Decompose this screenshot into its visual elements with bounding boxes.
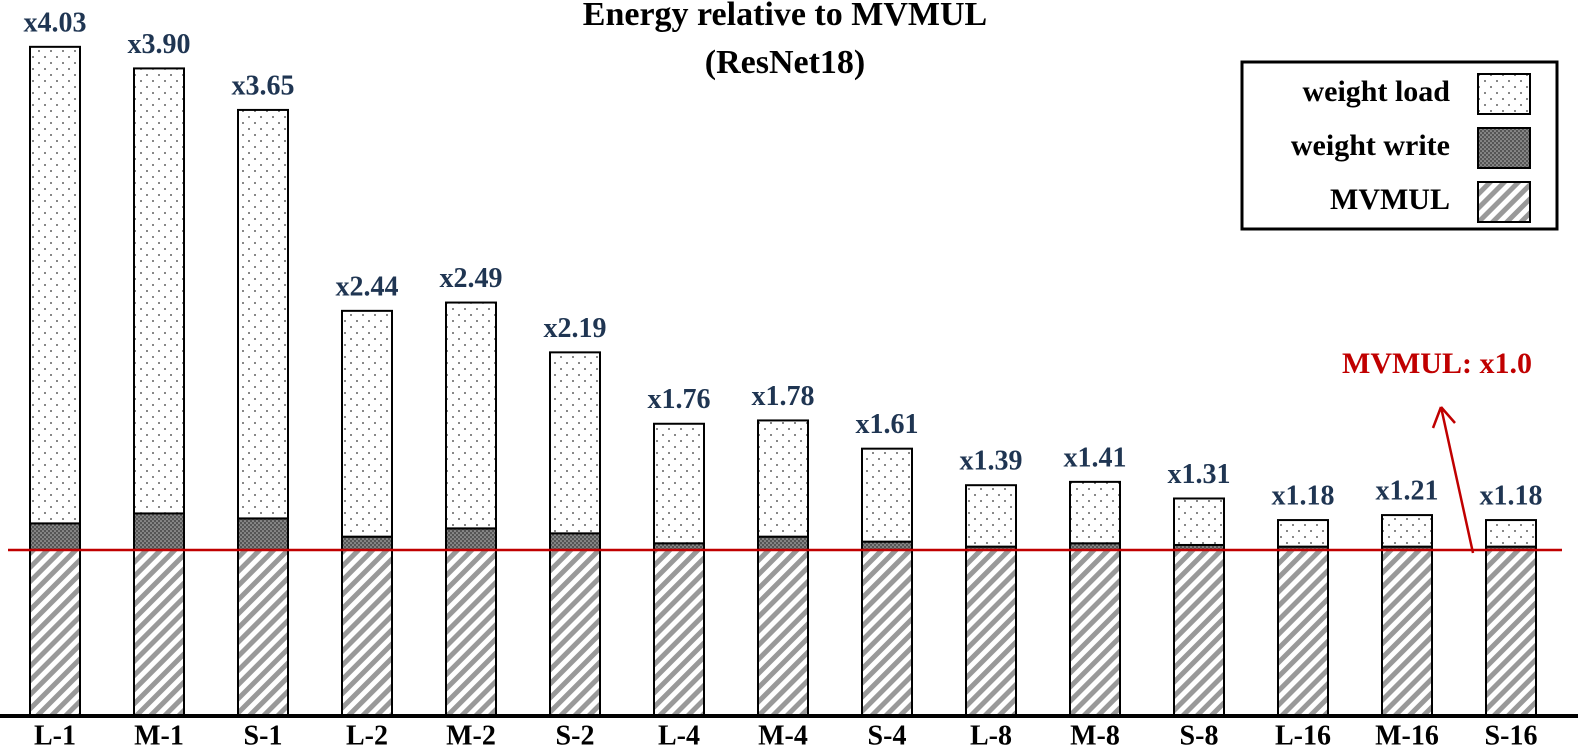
- bar-segment: [341, 535, 393, 551]
- x-tick-label: M-16: [1375, 720, 1439, 751]
- bar-segment: [133, 548, 185, 717]
- bar-segment: [757, 535, 809, 551]
- bar-segment: [29, 45, 81, 525]
- bar-segment: [29, 548, 81, 717]
- bar-segment: [445, 527, 497, 551]
- x-tick-label: L-4: [658, 720, 700, 751]
- bar-segment: [549, 532, 601, 551]
- bar-segment: [1277, 548, 1329, 717]
- x-tick-label: M-4: [758, 720, 808, 751]
- total-label: x1.41: [1064, 442, 1127, 473]
- legend-swatch: [1477, 181, 1531, 223]
- bar-segment: [757, 548, 809, 717]
- x-tick-label: S-8: [1180, 720, 1219, 751]
- total-label: x1.78: [752, 381, 815, 412]
- bar-segment: [1173, 497, 1225, 546]
- x-tick-label: M-8: [1070, 720, 1120, 751]
- total-label: x1.31: [1168, 459, 1231, 490]
- bar-segment: [1069, 480, 1121, 545]
- bar-segment: [653, 422, 705, 545]
- total-label: x3.90: [128, 29, 191, 60]
- bar-segment: [237, 548, 289, 717]
- bar-segment: [549, 548, 601, 717]
- bar-segment: [29, 522, 81, 551]
- bar-segment: [445, 301, 497, 530]
- bar-segment: [965, 484, 1017, 548]
- total-label: x1.21: [1376, 476, 1439, 507]
- legend-swatch: [1477, 127, 1531, 169]
- bar-segment: [133, 67, 185, 515]
- x-tick-label: M-2: [446, 720, 496, 751]
- bar-segment: [1485, 519, 1537, 548]
- total-label: x1.39: [960, 446, 1023, 477]
- chart-title: Energy relative to MVMUL: [583, 0, 987, 33]
- bar-segment: [1173, 548, 1225, 717]
- total-label: x1.18: [1480, 480, 1543, 511]
- x-tick-label: L-16: [1275, 720, 1331, 751]
- bar-segment: [237, 517, 289, 551]
- annotation-arrow: [1431, 406, 1475, 554]
- x-tick-label: S-2: [556, 720, 595, 751]
- x-tick-label: S-1: [244, 720, 283, 751]
- bar-segment: [1069, 548, 1121, 717]
- bar-segment: [757, 419, 809, 538]
- reference-label: MVMUL: x1.0: [1342, 347, 1532, 380]
- x-tick-label: S-4: [868, 720, 907, 751]
- x-tick-label: L-2: [346, 720, 388, 751]
- total-label: x4.03: [24, 7, 87, 38]
- bar-segment: [341, 309, 393, 538]
- bar-segment: [1277, 519, 1329, 548]
- legend-label: weight write: [1291, 129, 1450, 162]
- bar-segment: [1381, 548, 1433, 717]
- total-label: x3.65: [232, 70, 295, 101]
- bar-segment: [549, 351, 601, 535]
- bar-segment: [1485, 548, 1537, 717]
- bar-segment: [341, 548, 393, 717]
- total-label: x1.61: [856, 409, 919, 440]
- chart-subtitle: (ResNet18): [705, 44, 866, 81]
- legend-label: MVMUL: [1330, 183, 1450, 216]
- x-tick-label: M-1: [134, 720, 184, 751]
- total-label: x1.18: [1272, 480, 1335, 511]
- total-label: x1.76: [648, 384, 711, 415]
- total-label: x2.49: [440, 263, 503, 294]
- bar-segment: [133, 512, 185, 551]
- bar-segment: [237, 108, 289, 520]
- legend-label: weight load: [1302, 75, 1450, 108]
- x-tick-label: L-1: [34, 720, 76, 751]
- total-label: x2.19: [544, 313, 607, 344]
- bar-segment: [965, 548, 1017, 717]
- bar-segment: [445, 548, 497, 717]
- bar-segment: [861, 548, 913, 717]
- bar-segment: [1381, 514, 1433, 548]
- total-label: x2.44: [336, 271, 399, 302]
- legend-swatch: [1477, 73, 1531, 115]
- x-tick-label: S-16: [1485, 720, 1538, 751]
- x-tick-label: L-8: [970, 720, 1012, 751]
- bar-segment: [653, 548, 705, 717]
- bar-segment: [861, 447, 913, 543]
